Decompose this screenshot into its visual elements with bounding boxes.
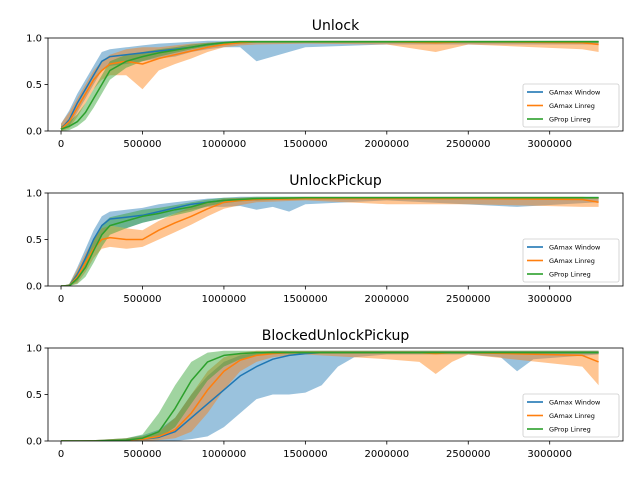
series-band-0: [61, 40, 599, 131]
chart-panel-2: BlockedUnlockPickup 0 500000 1000000 1500000…: [26, 328, 624, 460]
x-tick-label: 500000: [123, 139, 161, 150]
series-band-0: [61, 350, 599, 441]
legend-box: [522, 238, 620, 283]
series-line-2: [60, 40, 599, 130]
x-tick-label: 0: [58, 294, 64, 305]
plot-area: [61, 350, 599, 441]
legend-label-2: GProp Linreg: [549, 271, 591, 279]
x-tick-label: 500000: [123, 294, 161, 305]
legend-label-0: GAmax Window: [549, 399, 601, 407]
chart-title: Unlock: [312, 18, 360, 34]
y-tick-label: 1.0: [26, 344, 42, 355]
x-tick-label: 2000000: [365, 449, 410, 460]
series-band-1: [61, 196, 599, 286]
x-tick-label: 3000000: [527, 139, 572, 150]
legend-box: [522, 393, 620, 438]
x-tick-label: 0: [58, 449, 64, 460]
x-tick-label: 2000000: [365, 294, 410, 305]
x-tick-label: 3000000: [527, 294, 572, 305]
x-tick-label: 1500000: [283, 449, 328, 460]
series-line-2: [61, 196, 599, 286]
chart-panel-0: Unlock 0 500000 1000000 1500000 2000000 250000…: [26, 18, 624, 150]
y-tick-label: 0.0: [26, 437, 42, 448]
chart-title: UnlockPickup: [289, 173, 382, 189]
x-tick-label: 1000000: [202, 294, 247, 305]
legend-box: [522, 83, 620, 128]
legend-label-1: GAmax Linreg: [549, 102, 595, 110]
y-tick-label: 0.0: [26, 282, 42, 293]
series-band-2: [61, 350, 599, 441]
series-band-1: [61, 350, 599, 441]
y-tick-label: 0.5: [26, 390, 42, 401]
chart-panel-1: UnlockPickup 0 500000 1000000 1500000 2000000…: [26, 173, 624, 305]
chart-title: BlockedUnlockPickup: [262, 328, 410, 344]
x-tick-label: 500000: [123, 449, 161, 460]
plot-area: [60, 40, 599, 131]
legend-label-2: GProp Linreg: [549, 426, 591, 434]
legend: GAmax Window GAmax Linreg GProp Linreg: [522, 393, 620, 438]
x-tick-label: 0: [58, 139, 64, 150]
x-tick-label: 2000000: [365, 139, 410, 150]
plot-area: [61, 196, 599, 286]
y-tick-label: 0.0: [26, 127, 42, 138]
x-tick-label: 1500000: [283, 294, 328, 305]
legend: GAmax Window GAmax Linreg GProp Linreg: [522, 83, 620, 128]
x-tick-label: 1000000: [202, 139, 247, 150]
x-tick-label: 1500000: [283, 139, 328, 150]
y-tick-label: 1.0: [26, 189, 42, 200]
x-tick-label: 2500000: [446, 294, 491, 305]
legend: GAmax Window GAmax Linreg GProp Linreg: [522, 238, 620, 283]
series-line-1: [61, 197, 599, 286]
x-tick-label: 2500000: [446, 139, 491, 150]
x-tick-label: 3000000: [527, 449, 572, 460]
y-tick-label: 0.5: [26, 80, 42, 91]
legend-label-1: GAmax Linreg: [549, 412, 595, 420]
x-tick-label: 2500000: [446, 449, 491, 460]
y-tick-label: 1.0: [26, 34, 42, 45]
legend-label-0: GAmax Window: [549, 244, 601, 252]
y-tick-label: 0.5: [26, 235, 42, 246]
legend-label-0: GAmax Window: [549, 89, 601, 97]
x-tick-label: 1000000: [202, 449, 247, 460]
series-line-2: [61, 351, 599, 441]
legend-label-1: GAmax Linreg: [549, 257, 595, 265]
legend-label-2: GProp Linreg: [549, 116, 591, 124]
